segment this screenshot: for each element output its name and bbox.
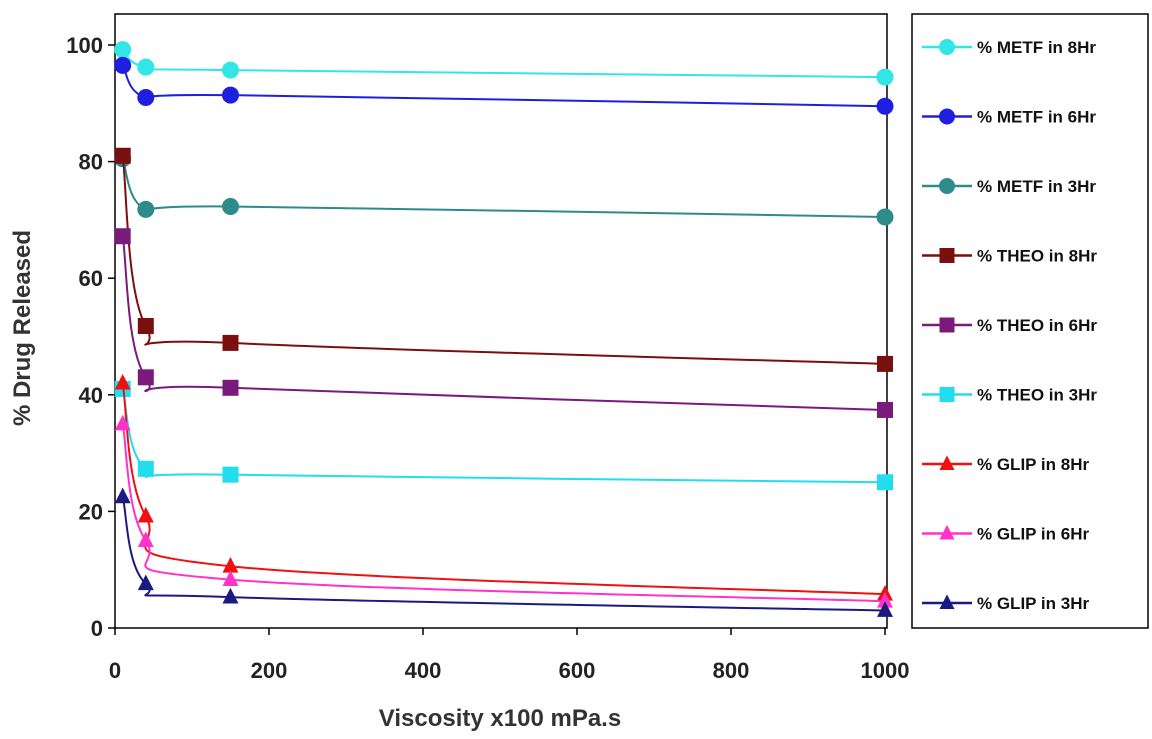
series-3: [114, 150, 894, 226]
data-point: [877, 601, 893, 617]
data-point: [877, 591, 893, 608]
data-point: [222, 379, 239, 396]
legend-marker: [939, 524, 955, 540]
series-group: [114, 41, 894, 617]
series-line: [121, 236, 886, 411]
data-point: [137, 88, 155, 106]
data-point: [876, 68, 894, 86]
data-point: [877, 401, 893, 418]
data-point: [137, 200, 155, 218]
legend-label: % GLIP in 6Hr: [977, 525, 1089, 544]
data-point: [877, 474, 893, 491]
legend-item: % THEO in 8Hr: [922, 247, 1097, 266]
legend-item: % METF in 8Hr: [922, 38, 1096, 57]
legend-label: % THEO in 8Hr: [977, 247, 1097, 266]
data-point: [114, 228, 131, 245]
y-tick-label: 0: [91, 616, 103, 641]
plot-frame: [114, 13, 888, 629]
data-point: [137, 58, 155, 76]
data-point: [222, 570, 239, 587]
x-tick-label: 600: [559, 658, 596, 683]
legend-item: % METF in 3Hr: [922, 177, 1096, 196]
legend-marker: [939, 108, 955, 125]
data-point: [222, 587, 239, 604]
data-point: [876, 208, 894, 226]
legend-item: % GLIP in 3Hr: [922, 594, 1089, 613]
legend: % METF in 8Hr % METF in 6Hr % METF in 3Hr%…: [911, 13, 1149, 629]
series-1: [114, 41, 894, 86]
series-5: [114, 228, 893, 418]
series-line: [121, 496, 886, 612]
data-point: [876, 97, 894, 115]
y-tick-label: 40: [79, 383, 103, 408]
y-tick-label: 20: [79, 499, 103, 524]
data-point: [222, 61, 239, 79]
data-point: [222, 86, 239, 104]
legend-label: % GLIP in 8Hr: [977, 455, 1089, 474]
data-point: [137, 369, 154, 386]
data-point: [114, 373, 131, 390]
data-point: [114, 414, 131, 431]
data-point: [114, 56, 132, 74]
series-7: [114, 373, 893, 601]
x-tick-label: 0: [109, 658, 121, 683]
data-point: [877, 355, 893, 372]
y-tick-label: 80: [79, 150, 103, 175]
data-point: [222, 557, 239, 573]
data-point: [137, 574, 154, 591]
x-axis-title: Viscosity x100 mPa.s: [379, 705, 621, 732]
legend-marker: [939, 39, 955, 55]
x-tick-label: 400: [405, 658, 442, 683]
plot-area: [114, 13, 888, 629]
data-point: [114, 487, 131, 504]
x-tick-label: 200: [251, 658, 288, 683]
data-point: [137, 506, 154, 523]
series-2: [114, 56, 894, 115]
legend-marker: [939, 248, 955, 263]
legend-label: % THEO in 6Hr: [977, 316, 1097, 335]
series-8: [114, 414, 893, 608]
data-point: [137, 531, 154, 547]
legend-item: % GLIP in 8Hr: [922, 455, 1089, 474]
legend-label: % METF in 6Hr: [977, 108, 1096, 127]
data-point: [222, 334, 239, 351]
legend-label: % THEO in 3Hr: [977, 386, 1097, 405]
legend-label: % GLIP in 3Hr: [977, 594, 1089, 613]
legend-marker: [939, 317, 955, 333]
x-tick-label: 800: [713, 658, 750, 683]
data-point: [222, 466, 239, 483]
y-tick-label: 100: [66, 33, 103, 58]
data-point: [114, 41, 132, 59]
y-axis-title: % Drug Released: [9, 230, 36, 426]
legend-marker: [939, 455, 955, 470]
data-point: [114, 147, 131, 164]
legend-item: % GLIP in 6Hr: [922, 525, 1089, 544]
legend-item: % METF in 6Hr: [922, 108, 1096, 127]
data-point: [137, 318, 154, 335]
legend-marker: [939, 178, 955, 194]
legend-marker: [939, 387, 955, 402]
legend-item: % THEO in 3Hr: [922, 386, 1097, 405]
legend-marker: [939, 594, 955, 609]
series-4: [114, 147, 893, 372]
series-9: [114, 487, 893, 617]
series-line: [121, 382, 886, 596]
legend-label: % METF in 3Hr: [977, 177, 1096, 196]
series-line: [121, 423, 886, 603]
data-point: [137, 460, 154, 477]
series-line: [121, 155, 886, 365]
legend-item: % THEO in 6Hr: [922, 316, 1097, 335]
data-point: [222, 197, 239, 215]
x-tick-label: 1000: [861, 658, 910, 683]
legend-label: % METF in 8Hr: [977, 38, 1096, 57]
y-tick-label: 60: [79, 266, 103, 291]
